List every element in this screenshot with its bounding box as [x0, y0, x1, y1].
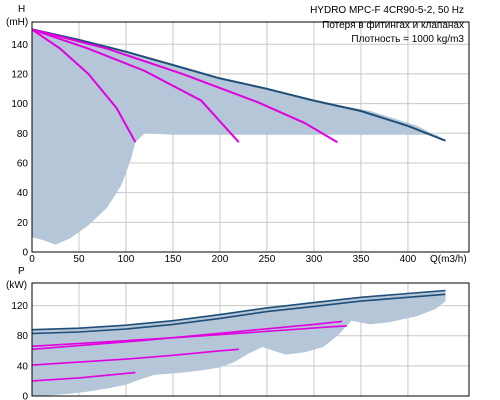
head-pump-curve-2 [31, 28, 240, 143]
head-max-curve [31, 28, 446, 142]
power-y-tick-label: 40 [17, 361, 29, 372]
head-axis-letter: H [18, 4, 25, 15]
head-y-tick-label: 80 [17, 129, 29, 140]
head-y-tick-label: 0 [22, 248, 28, 259]
head-x-tick-label: 400 [400, 254, 417, 265]
head-pump-curve-3 [31, 28, 338, 144]
power-axis-unit: (kW) [6, 280, 27, 291]
head-x-tick-label: 350 [353, 254, 370, 265]
head-y-tick-label: 100 [11, 99, 28, 110]
head-x-tick-label: 300 [306, 254, 323, 265]
head-y-tick-label: 120 [11, 69, 28, 80]
power-max-curves [31, 289, 446, 335]
head-chart: 0 50 100 150 200 250 300 350 400 0 20 40 60 80 100 120… [6, 4, 470, 265]
power-axis-letter: P [18, 266, 25, 277]
power-pump-curve-1 [31, 371, 136, 382]
head-y-tick-label: 40 [17, 188, 29, 199]
head-operating-region [32, 29, 446, 245]
head-x-tick-label: 50 [73, 254, 85, 265]
power-pump-curve-4 [31, 325, 347, 348]
head-x-tick-label: 200 [212, 254, 229, 265]
chart-info-line-3: Плотность = 1000 kg/m3 [351, 34, 464, 45]
power-y-tick-label: 80 [17, 331, 29, 342]
head-axis-unit: (mH) [6, 17, 28, 28]
chart-info-line-1: HYDRO MPC-F 4CR90-5-2, 50 Hz [310, 5, 464, 16]
power-chart-border [31, 282, 470, 397]
head-x-tick-labels: 0 50 100 150 200 250 300 350 400 [29, 254, 416, 265]
head-x-tick-label: 150 [165, 254, 182, 265]
head-y-tick-label: 20 [17, 218, 29, 229]
power-y-tick-label: 0 [22, 392, 28, 400]
power-max-curve-2 [31, 293, 446, 335]
power-pump-curve-3 [31, 320, 343, 351]
flow-axis-label: Q(m3/h) [430, 254, 467, 265]
head-chart-border [31, 21, 470, 253]
head-pump-curve-1 [31, 28, 137, 143]
head-x-tick-label: 0 [29, 254, 35, 265]
head-y-tick-label: 60 [17, 158, 29, 169]
power-chart: 0 40 80 120 P (kW) [6, 266, 470, 400]
power-pump-curves [31, 320, 347, 382]
power-operating-region [32, 290, 446, 396]
head-x-tick-label: 100 [118, 254, 135, 265]
power-y-tick-label: 120 [11, 301, 28, 312]
head-y-tick-labels: 0 20 40 60 80 100 120 140 [11, 40, 28, 259]
head-y-tick-label: 140 [11, 40, 28, 51]
power-pump-curve-2 [31, 348, 239, 366]
chart-info-line-2: Потеря в фитингах и клапанах [322, 19, 464, 31]
head-x-tick-label: 250 [259, 254, 276, 265]
power-y-tick-labels: 0 40 80 120 [11, 301, 28, 400]
head-pump-curves [31, 28, 338, 144]
power-max-curve-1 [31, 289, 446, 331]
